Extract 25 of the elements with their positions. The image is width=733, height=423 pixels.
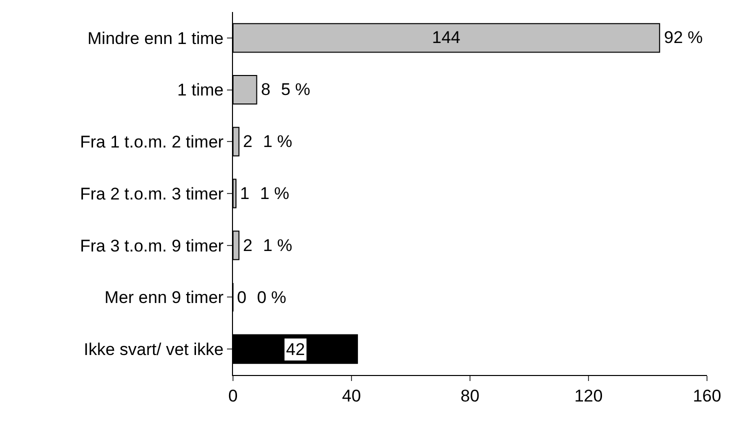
y-tick-label: Mindre enn 1 time <box>88 28 224 48</box>
annotation: 5 % <box>281 80 310 99</box>
annotation: 1 % <box>260 184 290 203</box>
y-tick-label: Fra 3 t.o.m. 9 timer <box>80 236 224 256</box>
y-tick-label: Ikke svart/ vet ikke <box>84 340 224 360</box>
y-tick-label: 1 time <box>177 80 224 100</box>
y-tick-label: Mer enn 9 timer <box>104 288 224 308</box>
data-label: 1 <box>240 184 250 203</box>
x-tick-label: 40 <box>342 386 361 406</box>
annotation: 1 % <box>263 132 292 151</box>
y-tick-label: Fra 1 t.o.m. 2 timer <box>80 132 224 152</box>
annotation: 0 % <box>257 288 286 307</box>
x-tick-label: 120 <box>574 386 603 406</box>
x-tick-label: 80 <box>460 386 480 406</box>
data-label: 2 <box>243 132 252 151</box>
annotation: 92 % <box>664 28 703 47</box>
annotation: 1 % <box>263 236 292 255</box>
x-tick-label: 0 <box>228 386 238 406</box>
data-label: 8 <box>261 80 270 99</box>
y-tick-label: Fra 2 t.o.m. 3 timer <box>80 184 224 204</box>
data-label: 42 <box>286 340 305 359</box>
data-label: 2 <box>243 236 252 255</box>
data-label: 0 <box>237 288 246 307</box>
x-tick-label: 160 <box>692 386 722 406</box>
data-label: 144 <box>432 28 460 47</box>
